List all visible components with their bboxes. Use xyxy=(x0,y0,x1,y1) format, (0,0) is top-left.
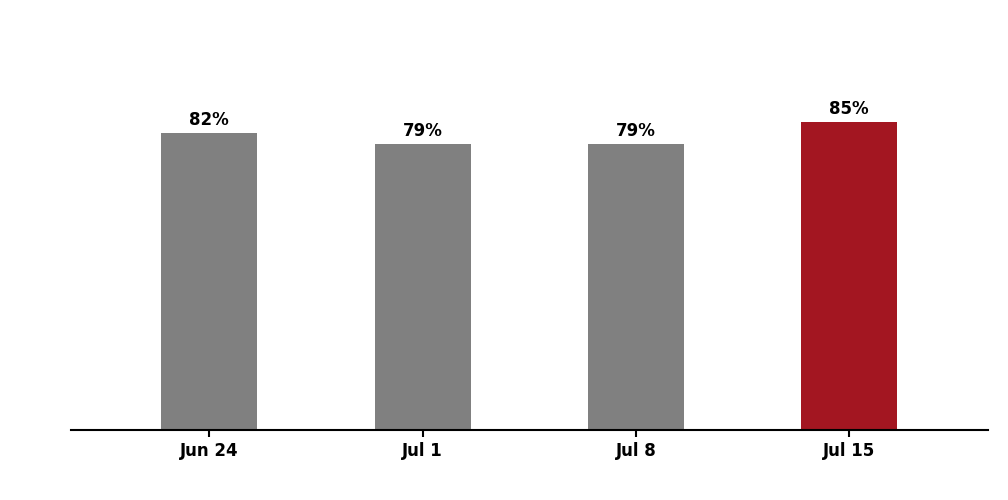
Text: 85%: 85% xyxy=(830,100,869,118)
Text: 79%: 79% xyxy=(616,122,656,140)
Bar xyxy=(588,144,683,430)
Bar xyxy=(375,144,471,430)
Text: 82%: 82% xyxy=(190,111,229,129)
Bar xyxy=(161,132,257,430)
Bar xyxy=(801,122,897,430)
Text: 79%: 79% xyxy=(402,122,443,140)
Text: Figure 3. All Respondents: Proportion That Are Currently Avoiding Any Public Pla: Figure 3. All Respondents: Proportion Th… xyxy=(10,21,959,36)
